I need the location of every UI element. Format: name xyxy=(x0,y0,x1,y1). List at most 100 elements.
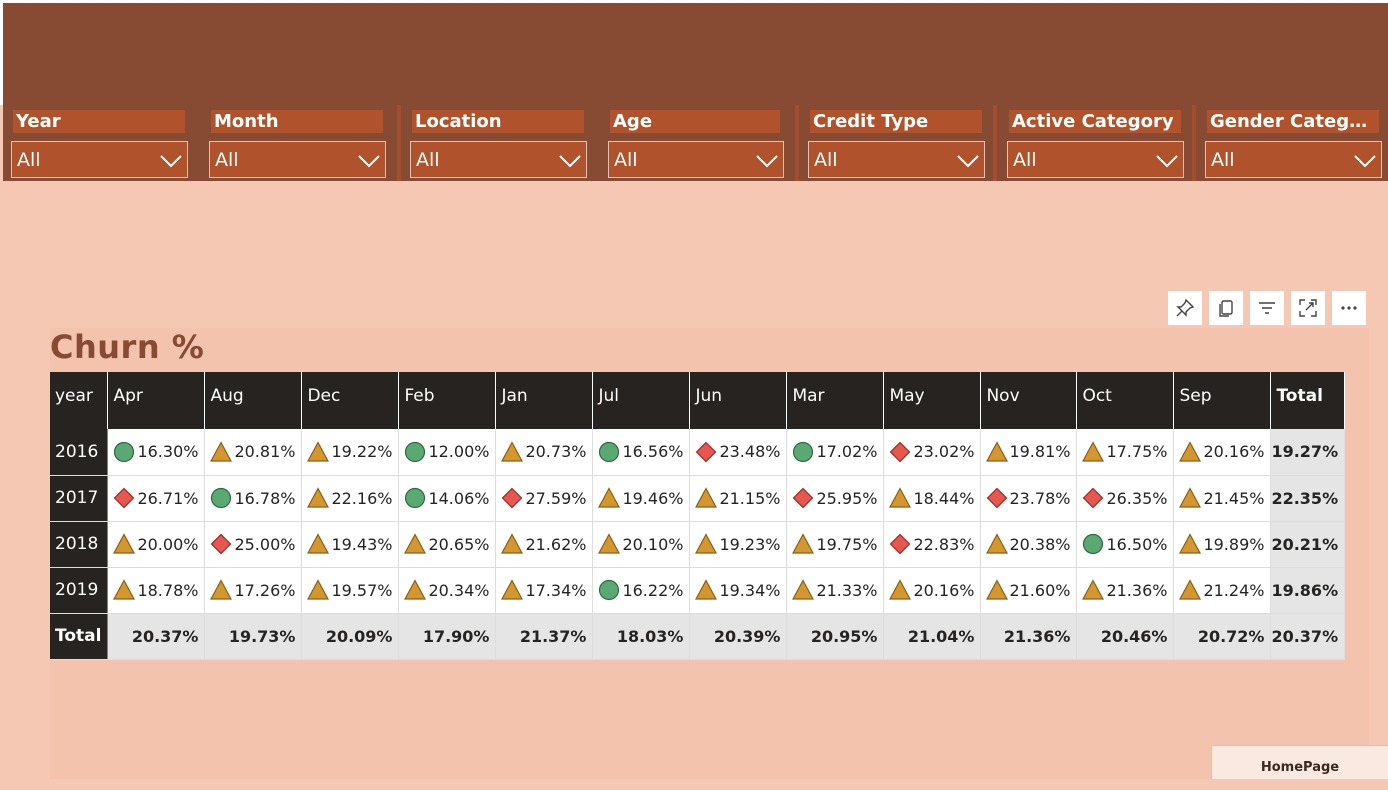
row-total[interactable]: 19.27% xyxy=(1270,429,1346,476)
table-cell[interactable]: 17.34% xyxy=(495,567,594,614)
table-cell[interactable]: 16.78% xyxy=(204,475,303,522)
table-cell[interactable]: 21.24% xyxy=(1173,567,1272,614)
age-dropdown[interactable]: All xyxy=(608,141,784,178)
column-header[interactable]: Nov xyxy=(980,372,1078,429)
column-header[interactable]: Jun xyxy=(689,372,788,429)
column-total[interactable]: 21.36% xyxy=(980,613,1078,660)
pin-button[interactable] xyxy=(1168,291,1202,325)
table-cell[interactable]: 20.73% xyxy=(495,429,594,476)
table-cell[interactable]: 25.00% xyxy=(204,521,303,568)
column-total[interactable]: 19.73% xyxy=(204,613,303,660)
table-cell[interactable]: 21.60% xyxy=(980,567,1078,614)
table-cell[interactable]: 17.02% xyxy=(786,429,885,476)
copy-button[interactable] xyxy=(1209,291,1243,325)
table-cell[interactable]: 21.36% xyxy=(1076,567,1175,614)
year-dropdown[interactable]: All xyxy=(11,141,188,178)
month-dropdown[interactable]: All xyxy=(209,141,386,178)
column-header[interactable]: Jan xyxy=(495,372,594,429)
grand-total[interactable]: 20.37% xyxy=(1270,613,1346,660)
table-cell[interactable]: 21.15% xyxy=(689,475,788,522)
homepage-button[interactable]: HomePage xyxy=(1211,745,1388,779)
cell-content: 19.75% xyxy=(787,533,877,555)
column-total[interactable]: 18.03% xyxy=(592,613,691,660)
table-cell[interactable]: 14.06% xyxy=(398,475,497,522)
table-cell[interactable]: 19.43% xyxy=(301,521,400,568)
table-cell[interactable]: 20.81% xyxy=(204,429,303,476)
active-category-dropdown[interactable]: All xyxy=(1007,141,1184,178)
column-total[interactable]: 20.09% xyxy=(301,613,400,660)
column-total[interactable]: 20.95% xyxy=(786,613,885,660)
corner-header[interactable]: year xyxy=(50,372,109,429)
table-cell[interactable]: 26.35% xyxy=(1076,475,1175,522)
column-header[interactable]: May xyxy=(883,372,982,429)
table-cell[interactable]: 19.22% xyxy=(301,429,400,476)
table-cell[interactable]: 16.56% xyxy=(592,429,691,476)
credit-type-dropdown[interactable]: All xyxy=(808,141,985,178)
more-options-button[interactable] xyxy=(1332,291,1366,325)
table-cell[interactable]: 22.16% xyxy=(301,475,400,522)
table-cell[interactable]: 20.38% xyxy=(980,521,1078,568)
row-total[interactable]: 20.21% xyxy=(1270,521,1346,568)
table-cell[interactable]: 26.71% xyxy=(107,475,206,522)
row-header[interactable]: 2016 xyxy=(50,429,109,476)
filter-button[interactable] xyxy=(1250,291,1284,325)
table-cell[interactable]: 20.16% xyxy=(883,567,982,614)
table-cell[interactable]: 22.83% xyxy=(883,521,982,568)
column-total[interactable]: 20.46% xyxy=(1076,613,1175,660)
column-total[interactable]: 21.04% xyxy=(883,613,982,660)
table-cell[interactable]: 21.45% xyxy=(1173,475,1272,522)
table-cell[interactable]: 23.78% xyxy=(980,475,1078,522)
table-cell[interactable]: 19.57% xyxy=(301,567,400,614)
column-header[interactable]: Oct xyxy=(1076,372,1175,429)
row-header[interactable]: 2019 xyxy=(50,567,109,614)
table-cell[interactable]: 16.50% xyxy=(1076,521,1175,568)
location-dropdown[interactable]: All xyxy=(410,141,587,178)
table-cell[interactable]: 19.23% xyxy=(689,521,788,568)
column-header[interactable]: Sep xyxy=(1173,372,1272,429)
table-cell[interactable]: 19.75% xyxy=(786,521,885,568)
column-total[interactable]: 20.37% xyxy=(107,613,206,660)
table-cell[interactable]: 27.59% xyxy=(495,475,594,522)
table-cell[interactable]: 20.00% xyxy=(107,521,206,568)
column-header[interactable]: Feb xyxy=(398,372,497,429)
table-cell[interactable]: 20.16% xyxy=(1173,429,1272,476)
column-total[interactable]: 17.90% xyxy=(398,613,497,660)
row-header[interactable]: 2017 xyxy=(50,475,109,522)
table-cell[interactable]: 17.75% xyxy=(1076,429,1175,476)
row-total[interactable]: 19.86% xyxy=(1270,567,1346,614)
filter-bar: Year All Month All Location All Age All … xyxy=(3,105,1388,181)
column-total[interactable]: 20.72% xyxy=(1173,613,1272,660)
table-cell[interactable]: 18.44% xyxy=(883,475,982,522)
table-cell[interactable]: 19.34% xyxy=(689,567,788,614)
row-header[interactable]: 2018 xyxy=(50,521,109,568)
column-total[interactable]: 21.37% xyxy=(495,613,594,660)
table-cell[interactable]: 21.33% xyxy=(786,567,885,614)
table-cell[interactable]: 16.22% xyxy=(592,567,691,614)
table-cell[interactable]: 19.81% xyxy=(980,429,1078,476)
table-cell[interactable]: 16.30% xyxy=(107,429,206,476)
table-cell[interactable]: 12.00% xyxy=(398,429,497,476)
table-cell[interactable]: 23.02% xyxy=(883,429,982,476)
table-cell[interactable]: 25.95% xyxy=(786,475,885,522)
focus-mode-button[interactable] xyxy=(1291,291,1325,325)
column-header[interactable]: Dec xyxy=(301,372,400,429)
column-header[interactable]: Aug xyxy=(204,372,303,429)
column-total[interactable]: 20.39% xyxy=(689,613,788,660)
slicer-title: Month xyxy=(211,110,383,133)
table-cell[interactable]: 20.10% xyxy=(592,521,691,568)
table-cell[interactable]: 21.62% xyxy=(495,521,594,568)
total-column-header[interactable]: Total xyxy=(1270,372,1346,429)
table-cell[interactable]: 23.48% xyxy=(689,429,788,476)
table-cell[interactable]: 19.46% xyxy=(592,475,691,522)
column-header[interactable]: Mar xyxy=(786,372,885,429)
table-cell[interactable]: 17.26% xyxy=(204,567,303,614)
table-cell[interactable]: 20.34% xyxy=(398,567,497,614)
table-cell[interactable]: 20.65% xyxy=(398,521,497,568)
table-cell[interactable]: 19.89% xyxy=(1173,521,1272,568)
gender-category-dropdown[interactable]: All xyxy=(1205,141,1382,178)
column-header[interactable]: Apr xyxy=(107,372,206,429)
column-header[interactable]: Jul xyxy=(592,372,691,429)
row-total[interactable]: 22.35% xyxy=(1270,475,1346,522)
totals-row-header[interactable]: Total xyxy=(50,613,109,660)
table-cell[interactable]: 18.78% xyxy=(107,567,206,614)
